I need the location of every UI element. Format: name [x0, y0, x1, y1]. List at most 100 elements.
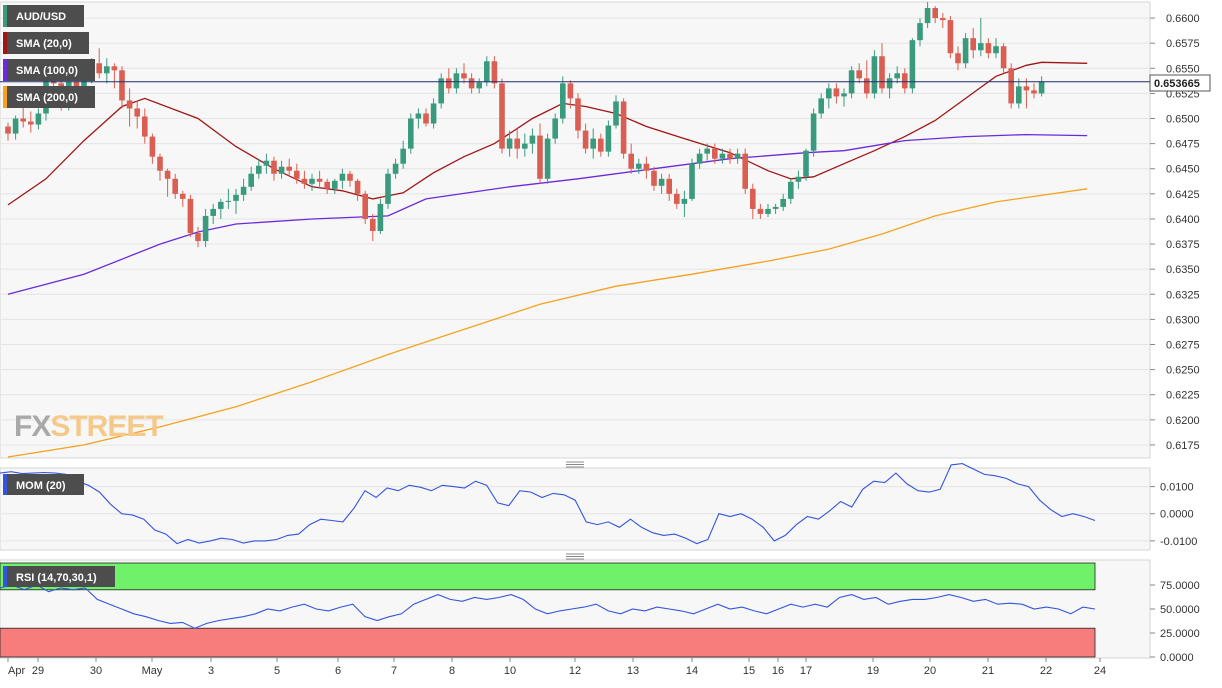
- candle-body: [392, 163, 399, 174]
- candle: [278, 160, 285, 179]
- candle-body: [879, 56, 885, 89]
- candle-body: [696, 153, 703, 164]
- x-tick-label: 30: [90, 665, 102, 677]
- candle: [240, 178, 247, 201]
- candle: [871, 50, 878, 99]
- candle: [620, 98, 627, 159]
- legend-mom[interactable]: MOM (20): [3, 474, 84, 495]
- candle-body: [955, 53, 961, 64]
- candle: [947, 16, 954, 59]
- candle: [400, 140, 406, 169]
- legend-sma200[interactable]: SMA (200,0): [3, 86, 95, 108]
- x-tick-label: 7: [391, 665, 397, 677]
- candle-body: [681, 198, 688, 204]
- legend-rsi[interactable]: RSI (14,70,30,1): [3, 566, 115, 587]
- candle: [506, 130, 513, 157]
- candle: [468, 73, 475, 94]
- main-y-tick-label: 0.6350: [1166, 264, 1200, 276]
- candle-body: [886, 78, 893, 89]
- candle-body: [278, 166, 285, 174]
- mom-line: [0, 463, 1096, 545]
- candle: [324, 178, 330, 194]
- axis-layer: 0.66000.65750.65500.65250.65000.64750.64…: [7, 13, 1200, 677]
- candle-body: [947, 20, 954, 54]
- candle-body: [628, 153, 634, 169]
- x-tick-label: Apr: [8, 665, 25, 677]
- candle-body: [225, 200, 232, 202]
- candle-body: [522, 143, 528, 149]
- candle: [142, 108, 148, 144]
- candle: [757, 203, 764, 219]
- candle-body: [567, 83, 574, 99]
- last-price-value: 0.653665: [1154, 78, 1200, 90]
- candle: [529, 128, 536, 154]
- candle: [96, 48, 102, 79]
- rsi-y-tick-label: 50.0000: [1160, 604, 1200, 616]
- legend-sma20[interactable]: SMA (20,0): [3, 32, 89, 54]
- candle: [643, 156, 650, 179]
- candle-body: [263, 160, 270, 166]
- candle: [522, 133, 528, 157]
- candle: [1038, 76, 1045, 97]
- candle-body: [917, 23, 923, 41]
- legend-mom-label: MOM (20): [16, 480, 66, 492]
- x-tick-label: 22: [1040, 665, 1052, 677]
- main-y-tick-label: 0.6225: [1166, 390, 1200, 402]
- candle: [392, 158, 399, 179]
- candle: [35, 108, 42, 130]
- candle-body: [788, 181, 794, 199]
- mom-y-tick-label: -0.0100: [1160, 536, 1197, 548]
- candle-body: [126, 100, 133, 109]
- candle: [902, 68, 908, 94]
- candle: [164, 168, 171, 197]
- splitter-handle-2[interactable]: [566, 553, 584, 560]
- candle: [225, 188, 232, 209]
- candle: [438, 73, 444, 109]
- candle: [354, 178, 361, 201]
- candle-body: [35, 113, 42, 125]
- candle-body: [962, 38, 969, 64]
- candle-body: [620, 101, 627, 154]
- mom-layer: [0, 463, 1149, 545]
- candle: [263, 153, 270, 174]
- candle: [180, 190, 186, 207]
- candle-body: [856, 70, 862, 79]
- candle: [651, 166, 657, 191]
- candle: [1031, 83, 1037, 99]
- candle: [202, 208, 209, 248]
- candle-body: [157, 156, 163, 171]
- x-tick-label: May: [142, 665, 163, 677]
- candle: [210, 203, 216, 224]
- candle-body: [104, 66, 110, 74]
- candle-body: [985, 43, 992, 54]
- candle: [818, 93, 824, 119]
- candle-body: [757, 208, 764, 214]
- candle: [385, 168, 391, 209]
- splitter-handle-1[interactable]: [566, 461, 584, 468]
- candle-body: [940, 18, 946, 21]
- candle-body: [810, 113, 817, 151]
- candle-body: [309, 178, 315, 184]
- candle: [795, 170, 802, 189]
- candle: [104, 58, 110, 84]
- candle-body: [233, 194, 239, 201]
- candle-body: [833, 88, 840, 97]
- rsi-oversold-band: [0, 627, 1096, 658]
- candle: [658, 173, 665, 194]
- candle-body: [347, 173, 353, 181]
- candle-body: [598, 138, 604, 152]
- candle: [256, 158, 262, 179]
- candle: [750, 183, 756, 219]
- candle: [491, 56, 498, 89]
- candle: [810, 108, 817, 157]
- legend-sma100[interactable]: SMA (100,0): [3, 59, 95, 81]
- candle: [666, 173, 672, 201]
- candle: [719, 148, 726, 164]
- candle: [423, 108, 429, 127]
- candle: [286, 158, 292, 177]
- candle-body: [932, 8, 938, 19]
- legend-aud-usd[interactable]: AUD/USD: [3, 5, 84, 27]
- candle: [461, 63, 467, 84]
- candle-body: [294, 170, 300, 179]
- candle: [301, 170, 308, 189]
